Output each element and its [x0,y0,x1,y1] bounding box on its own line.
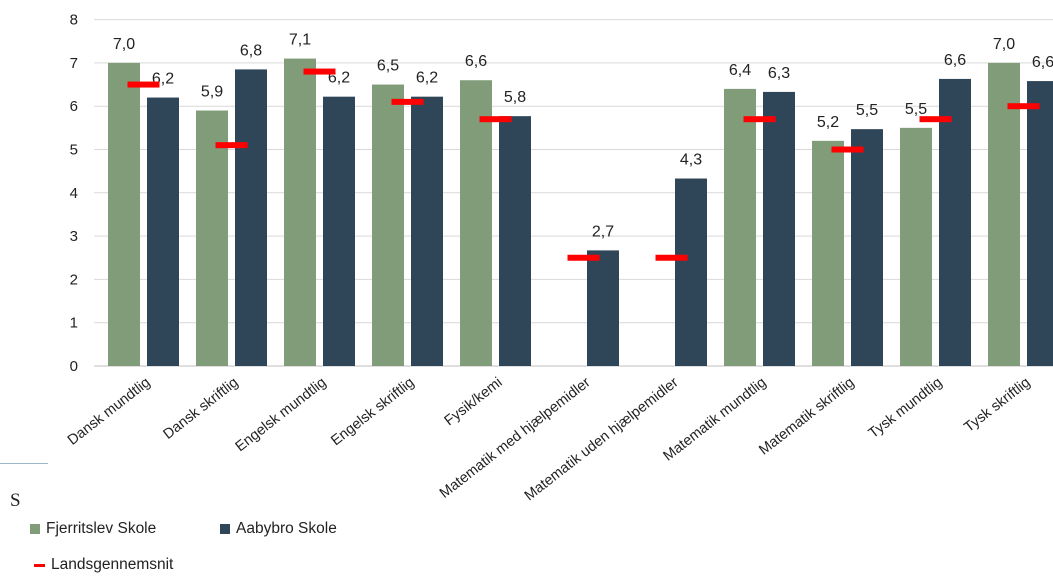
bar-fjerritslev [196,110,228,366]
legend-item-landsgennemsnit: Landsgennemsnit [34,556,173,574]
bar-aabybro [1027,81,1053,366]
bar-aabybro [675,178,707,366]
bar-aabybro [235,69,267,367]
x-tick-label: Engelsk mundtlig [233,375,330,456]
legend-label-fjerritslev: Fjerritslev Skole [46,520,157,537]
stray-letter: S [10,490,21,511]
bar-fjerritslev [108,62,140,367]
y-tick-label: 6 [70,98,78,115]
data-label: 6,6 [944,52,966,69]
landsgennemsnit-marker [303,68,336,75]
data-label: 2,7 [592,223,614,240]
legend-swatch-landsgennemsnit [34,563,45,567]
landsgennemsnit-marker [567,254,600,261]
y-tick-label: 7 [70,55,78,72]
data-label: 7,0 [113,36,135,53]
data-label: 6,4 [729,62,751,79]
x-tick-label: Engelsk skriftlig [328,375,417,450]
x-tick-label: Fysik/kemi [442,375,506,430]
bar-fjerritslev [372,84,404,367]
legend-swatch-aabybro [220,524,230,534]
bar-fjerritslev [900,127,932,366]
legend-item-fjerritslev: Fjerritslev Skole [30,520,156,538]
divider-fragment [0,463,48,464]
bar-fjerritslev [284,58,316,366]
landsgennemsnit-marker [479,116,512,123]
bar-aabybro [939,78,971,367]
x-tick-label: Dansk skriftlig [160,375,241,443]
bar-aabybro [763,91,795,366]
data-label: 6,8 [240,42,262,59]
x-tick-label: Tysk mundtlig [866,375,946,442]
x-tick-label: Matematik uden hjælpemidler [522,374,682,504]
x-tick-label: Matematik skriftlig [756,375,857,459]
landsgennemsnit-marker [1007,103,1040,110]
bar-fjerritslev [988,62,1020,367]
y-tick-label: 3 [70,228,78,245]
y-tick-label: 1 [70,315,78,332]
landsgennemsnit-marker [391,98,424,105]
bar-aabybro [323,96,355,366]
legend-swatch-fjerritslev [30,524,40,534]
bar-aabybro [411,96,443,366]
landsgennemsnit-marker [743,116,776,123]
data-label: 6,5 [377,58,399,75]
x-tick-label: Tysk skriftlig [961,375,1033,436]
data-label: 7,1 [289,32,311,49]
data-label: 6,6 [1032,54,1053,71]
data-label: 5,8 [504,89,526,106]
landsgennemsnit-marker [655,254,688,261]
bar-aabybro [851,129,883,366]
x-tick-label: Dansk mundtlig [65,375,154,449]
data-label: 5,2 [817,114,839,131]
data-label: 6,6 [465,53,487,70]
y-tick-label: 2 [70,271,78,288]
y-tick-label: 4 [70,185,78,202]
data-label: 6,3 [768,65,790,82]
y-tick-label: 8 [70,12,78,29]
data-label: 6,2 [416,70,438,87]
landsgennemsnit-marker [127,81,160,88]
y-tick-label: 5 [70,142,78,159]
legend-item-aabybro: Aabybro Skole [220,520,337,538]
bar-aabybro [587,250,619,366]
x-tick-label: Matematik med hjælpemidler [437,374,594,501]
data-label: 7,0 [993,36,1015,53]
legend-label-aabybro: Aabybro Skole [236,520,337,537]
bar-aabybro [147,97,179,366]
bar-aabybro [499,116,531,366]
bar-fjerritslev [460,80,492,366]
bar-fjerritslev [812,140,844,366]
legend-label-landsgennemsnit: Landsgennemsnit [51,556,174,573]
data-label: 4,3 [680,152,702,169]
bar-fjerritslev [724,88,756,366]
landsgennemsnit-marker [831,146,864,153]
landsgennemsnit-marker [215,142,248,149]
data-label: 5,5 [856,102,878,119]
y-tick-label: 0 [70,358,78,375]
data-label: 5,5 [905,101,927,118]
landsgennemsnit-marker [919,116,952,123]
data-label: 5,9 [201,84,223,101]
